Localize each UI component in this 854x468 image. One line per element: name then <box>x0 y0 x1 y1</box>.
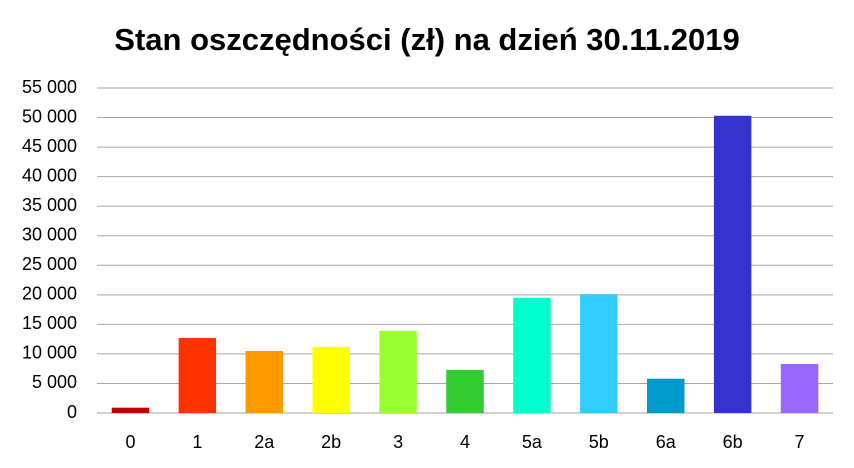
bar <box>780 363 819 413</box>
y-tick-label: 40 000 <box>22 165 77 185</box>
x-tick-label: 1 <box>192 432 202 452</box>
bar <box>580 294 618 413</box>
y-tick-label: 10 000 <box>22 343 77 363</box>
x-tick-label: 5a <box>522 432 543 452</box>
x-tick-label: 6a <box>656 432 677 452</box>
bar <box>713 115 752 413</box>
bar <box>312 346 350 413</box>
y-tick-label: 45 000 <box>22 136 77 156</box>
x-tick-label: 3 <box>393 432 403 452</box>
y-tick-label: 15 000 <box>22 313 77 333</box>
y-tick-label: 20 000 <box>22 284 77 304</box>
bar <box>111 407 150 413</box>
y-tick-label: 55 000 <box>22 77 77 97</box>
bar <box>178 337 217 413</box>
bar <box>245 350 284 413</box>
x-tick-label: 4 <box>460 432 470 452</box>
y-tick-label: 25 000 <box>22 254 77 274</box>
bar <box>513 297 551 413</box>
y-tick-label: 5 000 <box>32 372 77 392</box>
x-tick-label: 2b <box>321 432 341 452</box>
bar <box>646 378 685 413</box>
y-tick-label: 30 000 <box>22 224 77 244</box>
x-tick-label: 6b <box>723 432 743 452</box>
y-tick-label: 35 000 <box>22 195 77 215</box>
x-tick-label: 2a <box>254 432 275 452</box>
x-tick-label: 0 <box>125 432 135 452</box>
x-tick-label: 7 <box>795 432 805 452</box>
bar <box>446 369 484 413</box>
bar <box>379 330 417 413</box>
chart-title: Stan oszczędności (zł) na dzień 30.11.20… <box>114 22 739 57</box>
y-tick-label: 50 000 <box>22 106 77 126</box>
y-tick-label: 0 <box>67 402 77 422</box>
x-tick-label: 5b <box>589 432 609 452</box>
